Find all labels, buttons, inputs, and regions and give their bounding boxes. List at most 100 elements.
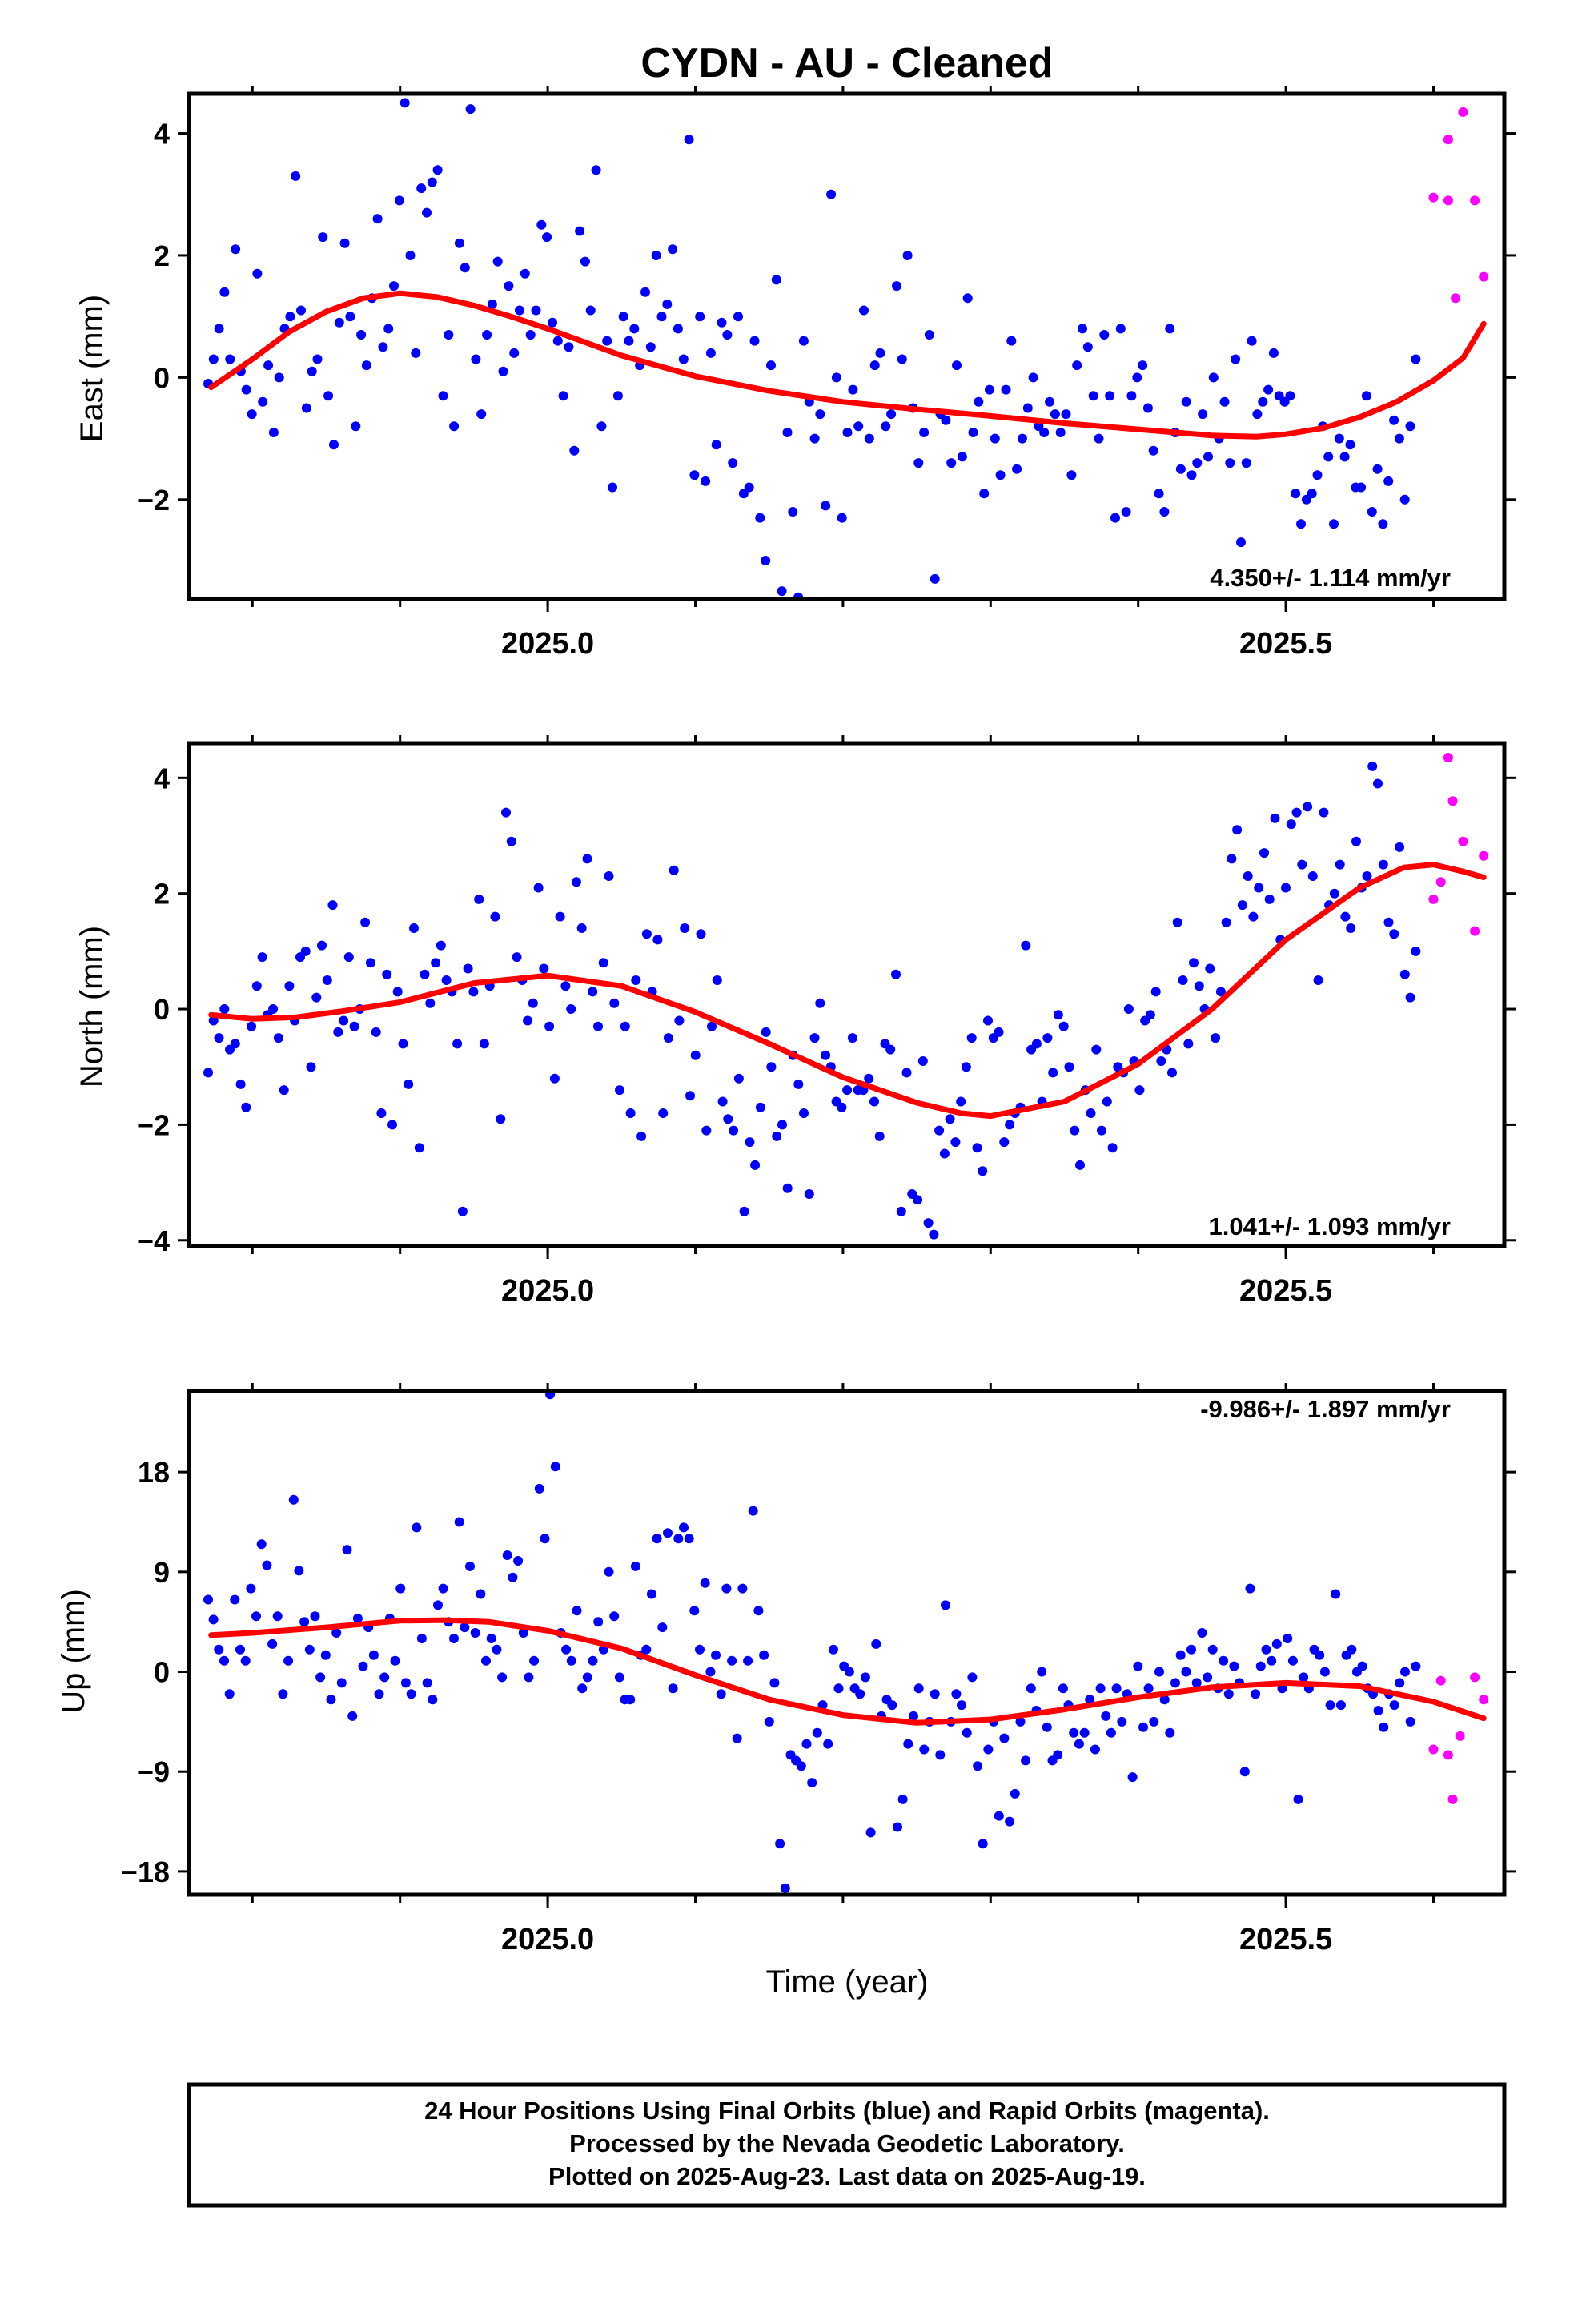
east-final-point xyxy=(1175,464,1186,474)
north-final-point xyxy=(1123,1004,1134,1014)
east-final-point xyxy=(422,207,432,218)
east-final-point xyxy=(1186,470,1197,480)
up-final-point xyxy=(727,1655,737,1666)
up-final-point xyxy=(1111,1683,1122,1694)
east-final-point xyxy=(848,384,858,395)
up-final-point xyxy=(994,1811,1004,1821)
up-final-point xyxy=(1207,1644,1218,1655)
up-ytick-label: −9 xyxy=(137,1755,170,1788)
east-final-point xyxy=(875,348,885,358)
north-final-point xyxy=(300,946,311,956)
up-final-point xyxy=(246,1583,256,1594)
up-final-point xyxy=(1042,1722,1052,1732)
east-final-point xyxy=(345,312,355,322)
up-final-point xyxy=(283,1655,294,1666)
up-final-point xyxy=(272,1611,283,1622)
east-final-point xyxy=(1285,391,1295,401)
north-final-point xyxy=(1297,859,1307,870)
up-final-point xyxy=(540,1534,550,1544)
east-final-point xyxy=(668,244,678,255)
north-final-point xyxy=(1383,917,1394,927)
up-final-point xyxy=(812,1727,822,1738)
north-final-point xyxy=(1395,842,1405,852)
north-final-point xyxy=(604,871,614,881)
east-final-point xyxy=(1126,391,1137,401)
east-final-point xyxy=(492,256,503,267)
north-final-point xyxy=(658,1108,669,1118)
east-final-point xyxy=(1307,489,1317,499)
north-final-point xyxy=(528,998,538,1008)
east-final-point xyxy=(482,330,492,340)
east-final-point xyxy=(886,409,897,420)
up-final-point xyxy=(1005,1816,1015,1827)
up-final-point xyxy=(208,1614,219,1625)
up-final-point xyxy=(1319,1667,1330,1677)
east-final-point xyxy=(705,348,716,358)
north-final-point xyxy=(317,940,327,951)
north-final-point xyxy=(576,923,587,933)
north-final-point xyxy=(1205,963,1215,974)
up-final-point xyxy=(1159,1695,1170,1705)
up-final-point xyxy=(1405,1716,1415,1727)
north-final-point xyxy=(506,836,516,846)
north-final-point xyxy=(533,883,544,893)
east-final-point xyxy=(1078,324,1087,334)
up-final-point xyxy=(1347,1644,1357,1655)
north-final-point xyxy=(544,1021,555,1031)
east-final-point xyxy=(372,214,383,224)
east-final-point xyxy=(1258,396,1268,407)
north-final-point xyxy=(360,917,371,927)
north-final-point xyxy=(333,1027,343,1037)
east-final-point xyxy=(1028,372,1038,383)
north-final-point xyxy=(1053,1010,1063,1020)
east-final-point xyxy=(1181,396,1191,407)
north-final-point xyxy=(1042,1033,1053,1043)
north-final-point xyxy=(913,1195,923,1205)
up-final-point xyxy=(465,1561,475,1571)
east-final-point xyxy=(515,305,524,316)
east-final-point xyxy=(285,312,295,322)
up-final-point xyxy=(1154,1667,1164,1677)
up-final-point xyxy=(1191,1678,1202,1688)
north-final-point xyxy=(339,1015,349,1026)
east-rapid-point xyxy=(1458,107,1468,117)
east-ytick-label: 2 xyxy=(154,239,170,272)
up-final-point xyxy=(823,1739,833,1749)
north-final-point xyxy=(436,940,446,951)
east-final-point xyxy=(438,391,448,401)
up-rapid-point xyxy=(1479,1695,1489,1705)
north-final-point xyxy=(273,1033,283,1043)
up-final-point xyxy=(1271,1638,1282,1649)
north-final-point xyxy=(425,998,436,1008)
north-final-point xyxy=(1405,992,1415,1003)
north-final-point xyxy=(414,1143,424,1153)
up-final-point xyxy=(775,1839,785,1849)
up-final-point xyxy=(695,1644,705,1655)
up-final-point xyxy=(572,1606,582,1616)
east-final-point xyxy=(656,312,667,322)
up-final-point xyxy=(492,1644,502,1655)
north-final-point xyxy=(235,1079,246,1089)
east-final-point xyxy=(645,342,656,352)
east-final-point xyxy=(1039,428,1050,437)
north-final-point xyxy=(490,911,500,922)
east-final-point xyxy=(711,440,721,450)
up-final-point xyxy=(529,1655,540,1666)
north-final-point xyxy=(1178,975,1188,985)
east-frame xyxy=(187,91,1507,601)
north-final-point xyxy=(1102,1096,1112,1107)
east-final-point xyxy=(1001,384,1011,395)
north-final-point xyxy=(268,1004,279,1014)
north-final-point xyxy=(615,1085,624,1096)
up-final-point xyxy=(860,1672,870,1683)
east-final-point xyxy=(1252,409,1263,420)
east-final-point xyxy=(1225,458,1235,468)
up-final-point xyxy=(1037,1667,1047,1677)
north-final-point xyxy=(588,987,598,997)
north-plot-area xyxy=(203,753,1489,1240)
up-final-point xyxy=(614,1672,624,1683)
north-final-point xyxy=(707,1021,717,1031)
up-final-point xyxy=(903,1739,913,1749)
up-final-point xyxy=(1325,1700,1335,1711)
east-final-point xyxy=(585,305,596,316)
